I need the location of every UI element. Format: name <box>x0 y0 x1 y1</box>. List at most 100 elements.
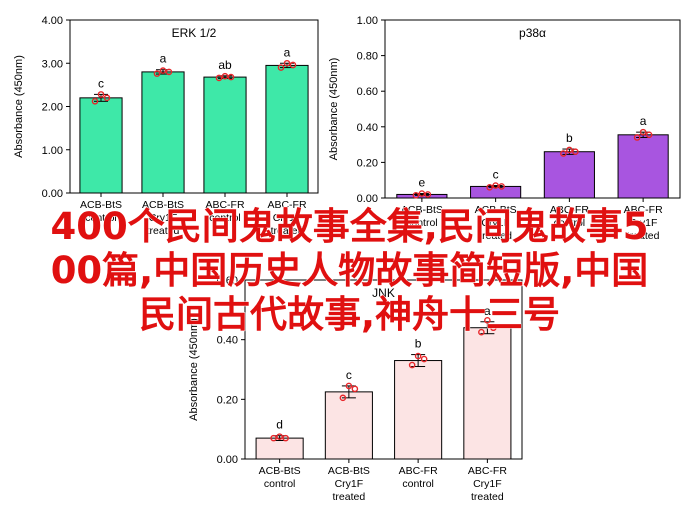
significance-letter: a <box>284 45 291 59</box>
significance-letter: d <box>276 418 283 432</box>
data-point <box>645 131 653 139</box>
y-tick-label: 0.00 <box>42 188 63 200</box>
bar <box>463 327 512 460</box>
y-tick-label: 2.00 <box>42 102 63 114</box>
data-point <box>159 67 167 74</box>
y-axis-label: Absorbance (450nm) <box>13 55 25 158</box>
overlay-line-2: 00篇,中国历史人物故事简短版,中国 <box>50 249 649 293</box>
x-tick-label: ABC-FR <box>399 465 439 477</box>
overlay-text: 400个民间鬼故事全集,民间鬼故事5 00篇,中国历史人物故事简短版,中国 民间… <box>0 205 699 337</box>
significance-letter: a <box>160 52 167 66</box>
x-tick-label: ACB-BtS <box>142 199 184 211</box>
chart-2: p38α 0.00 0.20 0.40 0.60 0.80 1.00 Absorbance (… <box>328 15 681 242</box>
significance-letter: e <box>419 176 426 190</box>
y-tick-label: 0.80 <box>357 51 378 63</box>
data-point <box>345 382 353 390</box>
x-tick-label: control <box>402 478 434 490</box>
data-point <box>91 98 99 105</box>
data-point <box>289 61 297 69</box>
chart-title: ERK 1/2 <box>172 26 217 40</box>
x-tick-label: Cry1F <box>335 478 364 490</box>
significance-letter: b <box>566 131 573 145</box>
data-point <box>478 328 485 336</box>
data-point <box>103 94 111 102</box>
chart-title: p38α <box>519 26 546 40</box>
data-point <box>408 361 416 369</box>
data-point <box>97 91 105 98</box>
bar <box>255 437 304 460</box>
data-point <box>277 64 285 71</box>
data-point <box>412 192 420 199</box>
data-point <box>566 146 573 154</box>
data-point <box>221 72 229 80</box>
significance-letter: a <box>640 114 647 128</box>
y-tick-label: 0.00 <box>217 454 238 466</box>
y-axis-label: Absorbance (450nm) <box>328 58 340 161</box>
data-point <box>560 150 567 157</box>
x-tick-label: treated <box>627 230 660 242</box>
data-point <box>282 434 289 442</box>
significance-letter: c <box>346 368 352 382</box>
significance-letter: a <box>484 304 491 318</box>
data-point <box>484 316 491 324</box>
y-tick-label: 0.20 <box>217 394 238 406</box>
data-point <box>486 184 493 191</box>
x-tick-label: Cry1F <box>481 217 510 229</box>
significance-letter: c <box>98 76 104 90</box>
x-tick-label: treated <box>479 230 512 242</box>
bar <box>543 151 595 199</box>
data-point <box>276 433 283 440</box>
significance-letter: b <box>415 337 422 351</box>
bar <box>265 64 309 194</box>
data-point <box>165 68 173 76</box>
bar <box>79 97 123 194</box>
x-tick-label: ABC-FR <box>624 204 664 216</box>
x-tick-label: control <box>209 212 241 224</box>
x-tick-label: ABC-FR <box>205 199 245 211</box>
x-tick-label: treated <box>147 225 180 237</box>
overlay-line-3: 民间古代故事,神舟十三号 <box>138 293 561 337</box>
x-tick-label: Cry1F <box>473 478 502 490</box>
x-tick-label: control <box>406 217 438 229</box>
x-tick-label: control <box>85 212 117 224</box>
bar <box>324 391 373 460</box>
data-point <box>492 182 499 189</box>
overlay-line-1: 400个民间鬼故事全集,民间鬼故事5 <box>50 205 649 249</box>
data-point <box>572 148 579 156</box>
y-axis-label: Absorbance (450nm) <box>188 318 200 421</box>
x-tick-label: ACB-BtS <box>401 204 443 216</box>
y-tick-label: 0.60 <box>217 275 238 287</box>
data-point <box>351 385 359 393</box>
y-tick-label: 0.20 <box>357 157 378 169</box>
bar <box>617 134 669 199</box>
y-tick-label: 3.00 <box>42 58 63 70</box>
y-tick-label: 0.00 <box>357 193 378 205</box>
y-tick-label: 0.40 <box>357 122 378 134</box>
x-tick-label: control <box>264 478 296 490</box>
data-point <box>418 190 426 197</box>
x-tick-label: treated <box>471 491 504 503</box>
bar <box>203 76 247 194</box>
chart-1: ERK 1/2 0.00 1.00 2.00 3.00 4.00 Absorbance (4… <box>13 15 319 237</box>
y-tick-label: 0.40 <box>217 335 238 347</box>
significance-letter: ab <box>218 58 232 72</box>
chart-title: JNK <box>372 286 395 300</box>
data-point <box>270 434 277 442</box>
y-tick-label: 4.00 <box>42 15 63 27</box>
data-point <box>498 183 505 190</box>
data-point <box>639 128 647 136</box>
x-tick-label: ACB-BtS <box>80 199 122 211</box>
bar <box>394 360 443 460</box>
data-point <box>424 191 432 198</box>
x-tick-label: ABC-FR <box>468 465 508 477</box>
y-tick-label: 0.60 <box>357 86 378 98</box>
x-tick-label: ACB-BtS <box>475 204 517 216</box>
x-tick-label: ACB-BtS <box>328 465 370 477</box>
plot-frame <box>384 19 681 199</box>
data-point <box>633 134 641 141</box>
x-tick-label: control <box>554 217 586 229</box>
data-point <box>283 59 291 67</box>
data-point <box>227 73 235 81</box>
significance-letter: c <box>493 168 499 182</box>
